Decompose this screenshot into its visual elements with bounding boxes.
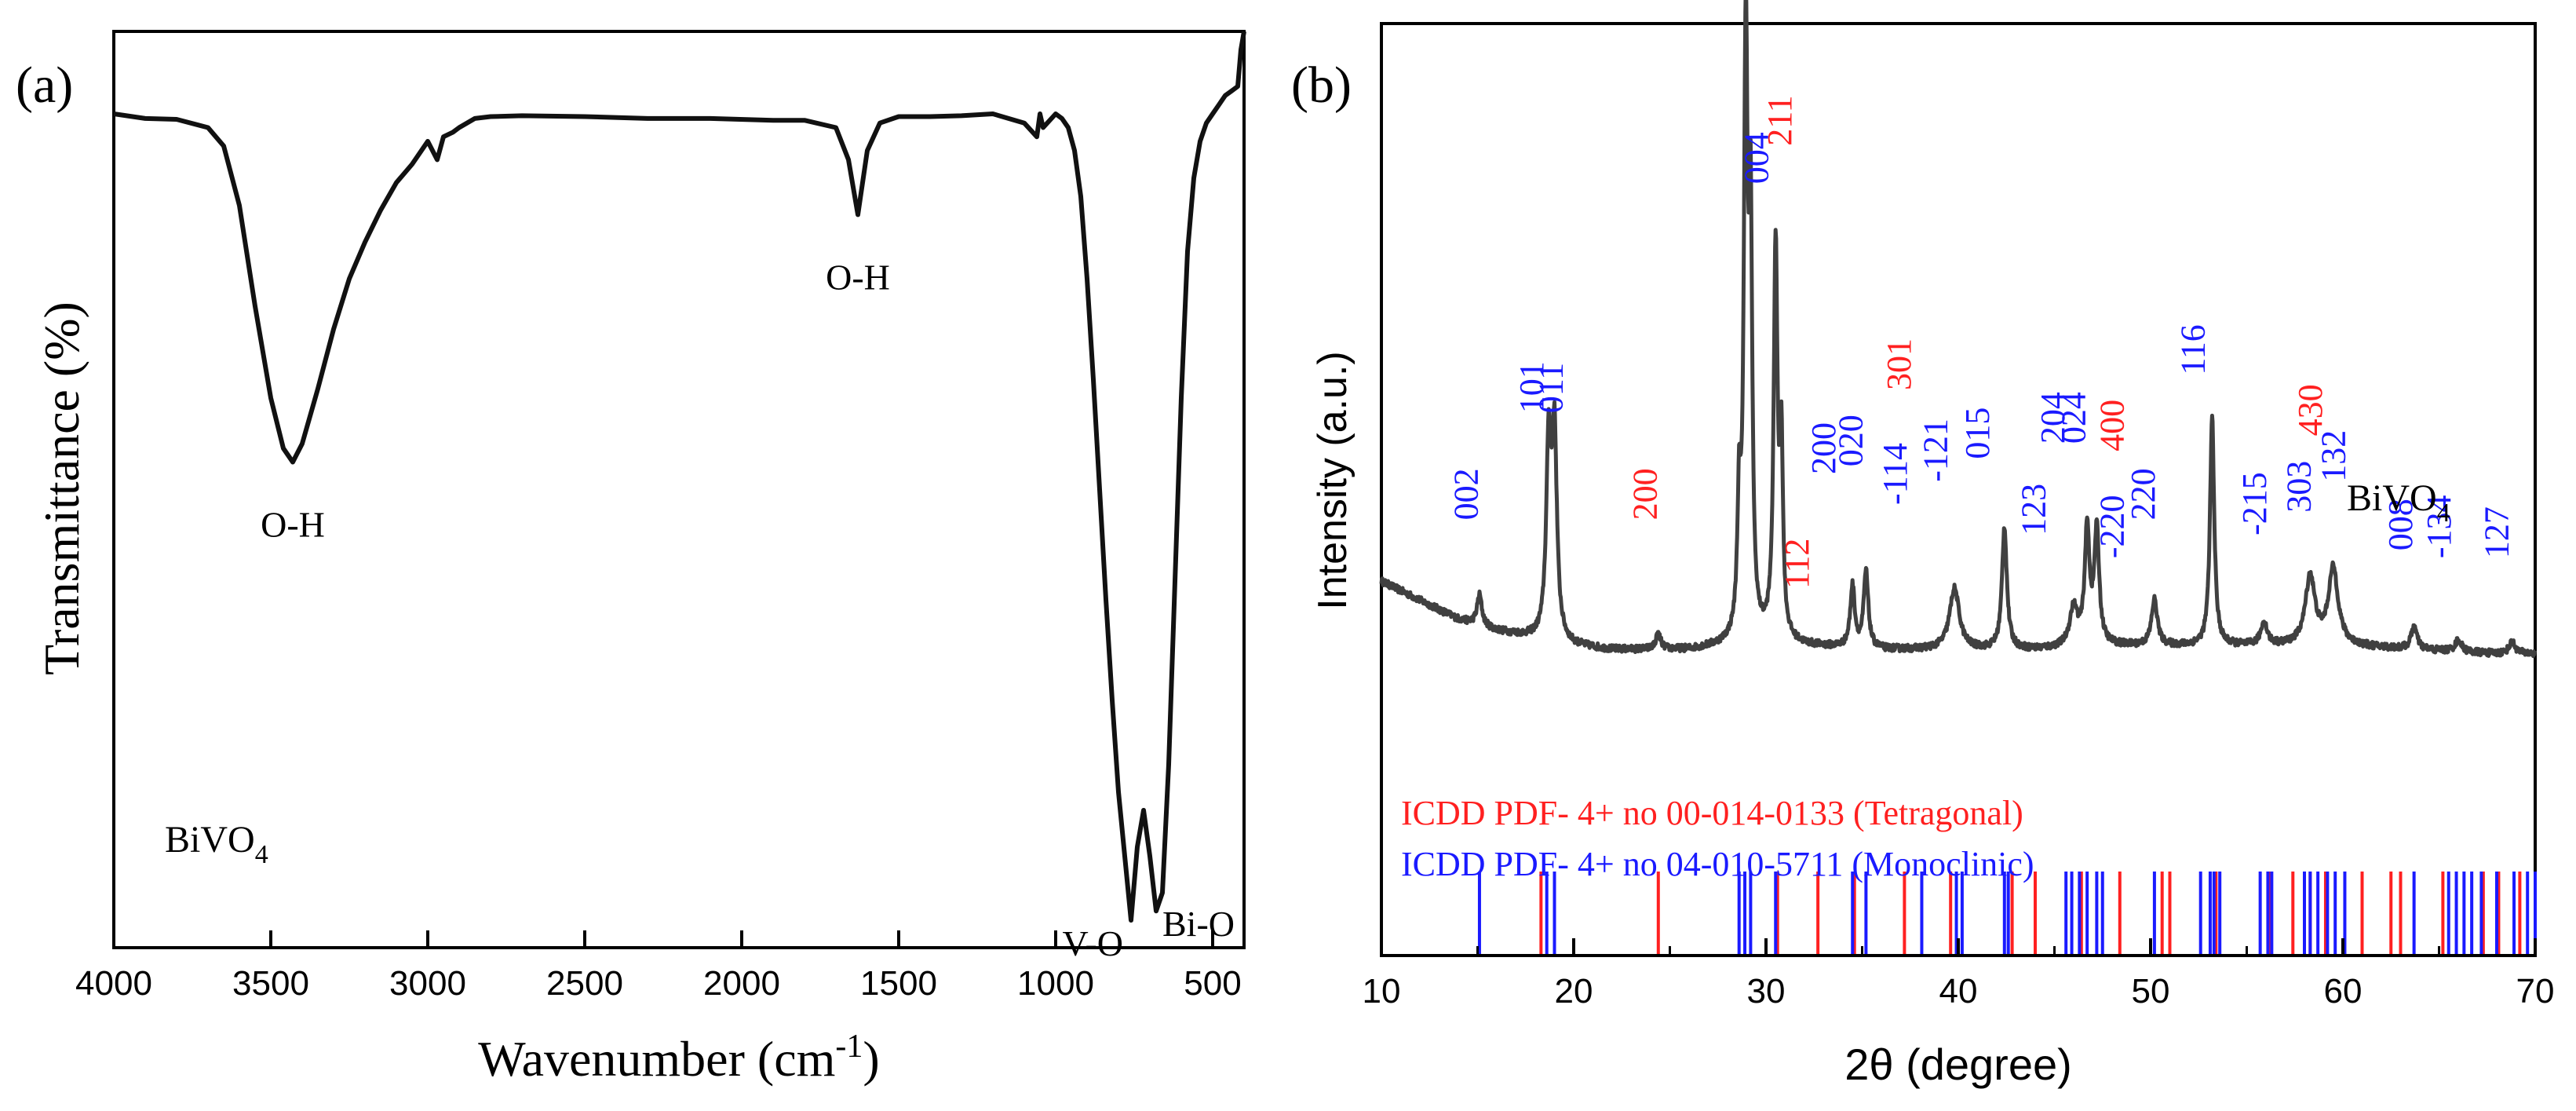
panel-b-x-axis-title: 2θ (degree) [1844,1040,2072,1089]
panel-a-x-tick-label: 1000 [1017,964,1094,1003]
hkl-label: -121 [1916,418,1954,482]
hkl-label: 301 [1880,338,1918,390]
legend-tetragonal: ICDD PDF- 4+ no 00-014-0133 (Tetragonal) [1401,794,2023,832]
hkl-label: 400 [2093,400,2132,451]
legend-monoclinic: ICDD PDF- 4+ no 04-010-5711 (Monoclinic) [1401,845,2034,883]
hkl-label: 303 [2279,461,2318,513]
panel-a-annotations: O-H O-H V-O Bi-O [261,257,1235,963]
panel-b-hkl-labels: 002101011200112004211112200020-114301-12… [1447,95,2516,589]
hkl-label: 200 [1804,422,1843,474]
hkl-label: 101 [1512,361,1551,413]
panel-a-annotation-o-h: O-H [261,504,325,544]
panel-a-y-axis-title: Transmittance (%) [34,302,89,675]
hkl-label: 211 [1761,95,1799,145]
panel-a-x-tick-label: 1500 [860,964,937,1003]
panel-a-x-tick-label: 2500 [546,964,623,1003]
panel-a-x-tick-label: 3500 [232,964,309,1003]
panel-b-x-tick-label: 10 [1363,972,1401,1010]
hkl-label: 015 [1958,407,1997,459]
panel-b-y-axis-title: Intensity (a.u.) [1310,351,1356,609]
panel-a-x-tick-label: 4000 [75,964,152,1003]
panel-b-x-tick-label: 50 [2132,972,2170,1010]
panel-a-x-tick-label: 2000 [703,964,780,1003]
panel-a-x-ticks: 4000 3500 3000 2500 2000 1500 1000 500 [75,930,1242,1003]
hkl-label: -215 [2235,472,2274,535]
hkl-label: 127 [2478,506,2516,558]
panel-a-x-tick-label: 500 [1184,964,1241,1003]
panel-a-spectrum-line [113,31,1246,923]
hkl-label: 112 [1778,539,1816,589]
panel-b-x-tick-label: 70 [2516,972,2555,1010]
panel-a-sample-label: BiVO4 [165,819,268,869]
hkl-label: 024 [2055,392,2093,444]
hkl-label: 204 [2034,392,2072,444]
hkl-label: -114 [1876,443,1914,505]
panel-a-annotation-v-o: V-O [1062,923,1123,963]
hkl-label: 132 [2314,430,2352,482]
hkl-label: 002 [1447,468,1486,520]
panel-b-x-tick-label: 20 [1555,972,1593,1010]
hkl-label: -134 [2420,495,2458,558]
panel-a-annotation-bi-o: Bi-O [1162,904,1235,944]
hkl-label: 200 [1626,468,1664,520]
panel-b-x-ticks: 10 20 30 40 50 60 70 [1363,938,2555,1010]
panel-a-annotation-o-h: O-H [826,257,890,297]
panel-b-reference-lines [1477,871,2537,954]
hkl-label: 123 [2014,484,2052,535]
panel-b-pattern-line [1379,0,2537,659]
panel-b-label: (b) [1291,57,1352,114]
hkl-label: 220 [2124,468,2162,520]
hkl-label: -220 [2093,495,2132,558]
panel-b-x-tick-label: 40 [1939,972,1978,1010]
panel-a-label: (a) [16,57,73,114]
hkl-label: 011 [1531,363,1570,413]
panel-b-x-tick-label: 30 [1747,972,1786,1010]
panel-b-x-tick-label: 60 [2324,972,2363,1010]
hkl-label: 004 [1737,132,1775,184]
panel-a-ftir: (a) 4000 3500 3000 2500 2000 1500 1000 500 O-HO… [16,30,1246,1087]
panel-b-sample-label: BiVO4 [2347,477,2450,528]
panel-a-plot-frame [112,30,1246,949]
hkl-label: 020 [1832,415,1870,466]
hkl-label: 008 [2381,499,2420,550]
hkl-label: 430 [2291,384,2330,436]
panel-a-x-axis-title: Wavenumber (cm-1) [478,1029,879,1087]
panel-a-x-tick-label: 3000 [389,964,466,1003]
hkl-label: 116 [2174,324,2213,375]
